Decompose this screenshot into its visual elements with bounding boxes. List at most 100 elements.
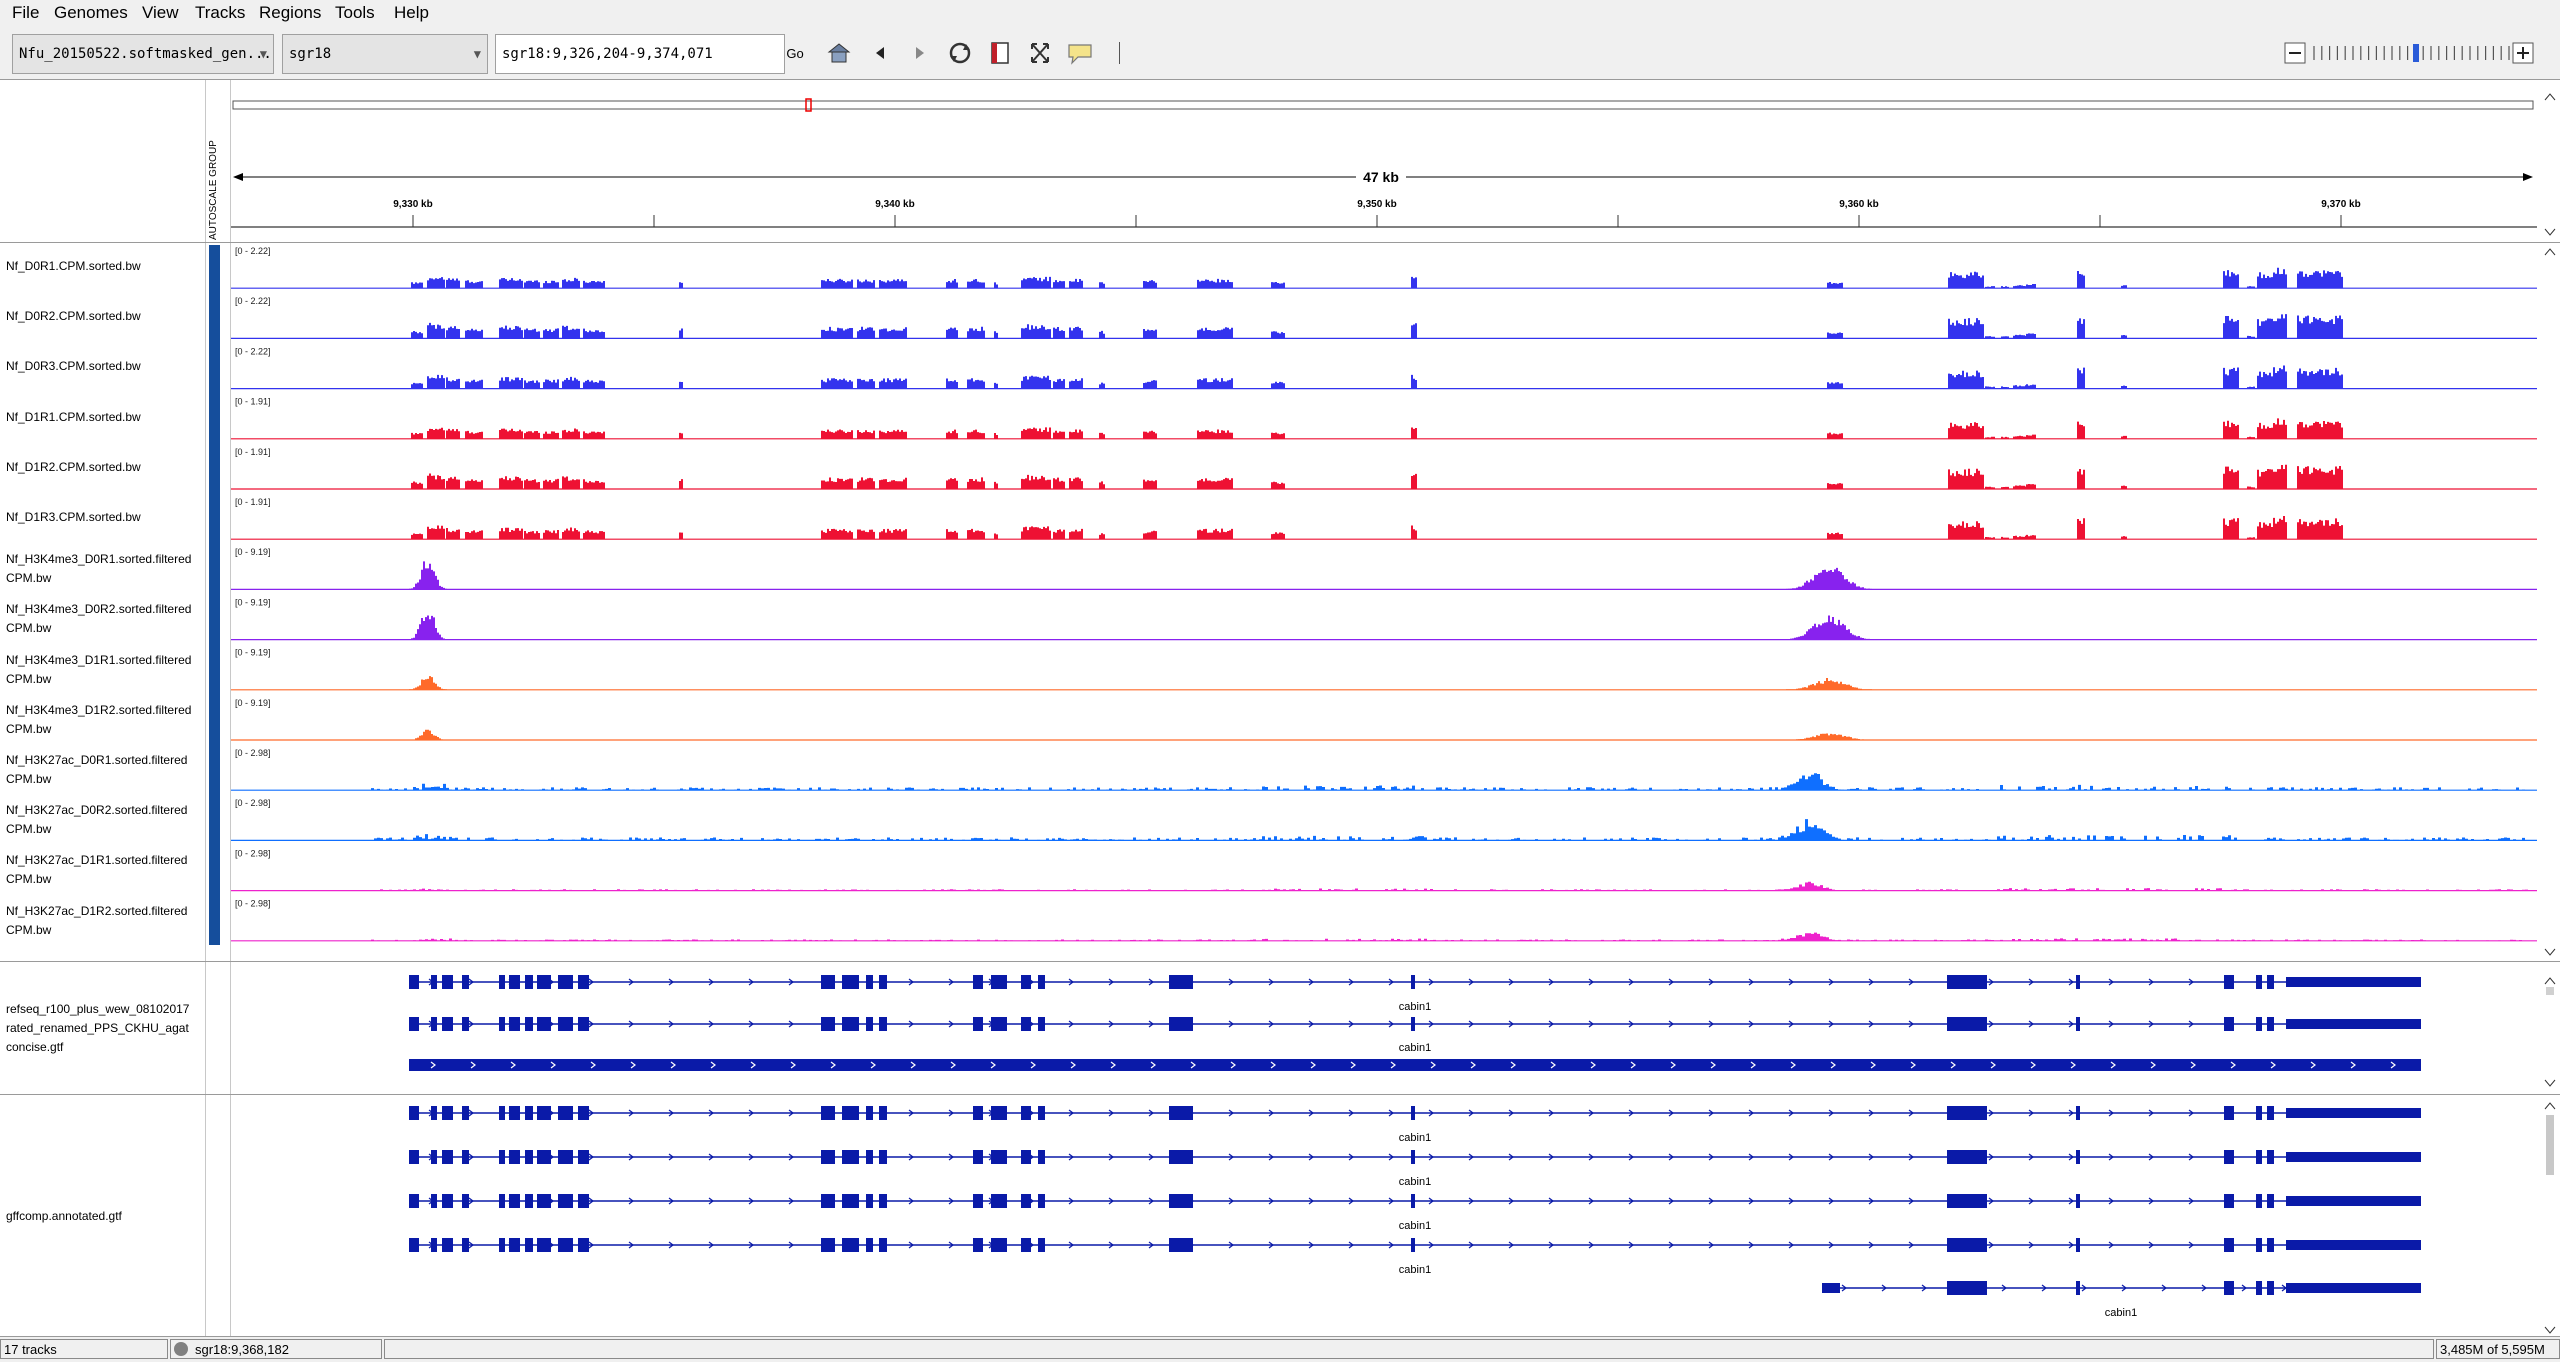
refseq-track-name[interactable]: refseq_r100_plus_wew_08102017 rated_rena…: [6, 1002, 190, 1054]
resize-to-window-icon[interactable]: [1028, 40, 1052, 66]
zoom-in-icon[interactable]: [2512, 42, 2534, 64]
track-range-label: [0 - 2.98]: [235, 899, 271, 909]
menu-help[interactable]: Help: [394, 3, 429, 22]
data-scrollbar[interactable]: [2540, 243, 2560, 961]
strand-arrow: [2030, 1061, 2036, 1069]
feature-exon: [525, 1017, 533, 1031]
go-button[interactable]: Go: [786, 46, 804, 61]
header-scrollbar[interactable]: [2540, 80, 2560, 242]
zoom-out-icon[interactable]: [2284, 42, 2306, 64]
popup-info-icon[interactable]: [1066, 40, 1094, 66]
menu-tracks[interactable]: Tracks: [195, 3, 246, 22]
data-tracks-svg[interactable]: [0 - 2.22] [0 - 2.22] [0 - 2.22] [0 - 1.91]…: [231, 243, 2537, 961]
strand-arrow: [1868, 1020, 1874, 1028]
genome-dropdown[interactable]: Nfu_20150522.softmasked_gen... ▼: [12, 34, 274, 74]
track-name[interactable]: Nf_D0R2.CPM.sorted.bw: [6, 309, 141, 324]
gffcomp-track-name[interactable]: gffcomp.annotated.gtf: [6, 1209, 122, 1223]
zoom-slider[interactable]: [2310, 42, 2518, 64]
back-arrow-icon[interactable]: [870, 40, 890, 66]
chromosome-dropdown[interactable]: sgr18 ▼: [282, 34, 488, 74]
strand-arrow: [2148, 978, 2154, 986]
track-name[interactable]: Nf_H3K27ac_D0R1.sorted.filtered CPM.bw: [6, 753, 188, 786]
gffcomp-track-svg[interactable]: cabin1 cabin1 cabin1 cabin1 cabin1: [231, 1095, 2537, 1337]
strand-arrow: [2148, 1241, 2154, 1249]
feature-exon: [1411, 1238, 1415, 1252]
data-tracks-area[interactable]: [0 - 2.22] [0 - 2.22] [0 - 2.22] [0 - 1.91]…: [230, 243, 2537, 961]
refseq-scrollbar[interactable]: [2540, 962, 2560, 1094]
feature-exon: [1169, 1106, 1193, 1120]
chevron-down-icon: ▼: [259, 47, 267, 61]
refseq-track-area[interactable]: cabin1 cabin1: [230, 962, 2537, 1094]
ruler-svg[interactable]: 47 kb 9,330 kb 9,340 kb 9,350 kb 9,360 kb 9,3…: [231, 80, 2537, 242]
strand-arrow: [668, 978, 674, 986]
home-icon[interactable]: [826, 40, 852, 66]
strand-arrow: [1788, 978, 1794, 986]
track-name[interactable]: Nf_D0R1.CPM.sorted.bw: [6, 259, 141, 273]
strand-arrow: [1708, 1241, 1714, 1249]
strand-arrow: [1308, 1153, 1314, 1161]
span-label-bg: [1356, 168, 1406, 186]
feature-exon: [442, 1238, 453, 1252]
strand-arrow: [2188, 1109, 2194, 1117]
strand-arrow: [2188, 1197, 2194, 1205]
track-name[interactable]: Nf_D0R3.CPM.sorted.bw: [6, 359, 141, 374]
strand-arrow: [1150, 1061, 1156, 1069]
feature-exon: [1021, 1106, 1031, 1120]
locus-search-input[interactable]: sgr18:9,326,204-9,374,071: [495, 34, 785, 74]
strand-arrow: [948, 1020, 954, 1028]
strand-arrow: [2188, 1020, 2194, 1028]
refseq-track-svg[interactable]: cabin1 cabin1: [231, 962, 2537, 1094]
strand-arrow: [748, 1241, 754, 1249]
strand-arrow: [628, 1020, 634, 1028]
feature-exon: [2286, 1019, 2421, 1029]
feature-exon: [509, 1238, 520, 1252]
menu-genomes[interactable]: Genomes: [54, 3, 128, 22]
menu-regions[interactable]: Regions: [259, 3, 322, 22]
strand-arrow: [1988, 1020, 1994, 1028]
menu-view[interactable]: View: [142, 3, 179, 22]
strand-arrow: [2108, 1153, 2114, 1161]
feature-exon: [499, 1106, 505, 1120]
strand-arrow: [1828, 1197, 1834, 1205]
feature-exon: [509, 1194, 520, 1208]
track-name[interactable]: Nf_H3K27ac_D0R2.sorted.filtered CPM.bw: [6, 803, 188, 837]
feature-exon: [578, 975, 589, 989]
gffcomp-scrollbar[interactable]: [2540, 1095, 2560, 1337]
track-name[interactable]: Nf_H3K27ac_D1R2.sorted.filtered CPM.bw: [6, 903, 188, 937]
strand-arrow: [748, 978, 754, 986]
strand-arrow: [668, 1109, 674, 1117]
feature-label: cabin1: [1399, 1176, 1431, 1188]
strand-arrow: [750, 1061, 756, 1069]
refresh-icon[interactable]: [946, 40, 974, 66]
roi-icon[interactable]: [988, 40, 1012, 66]
coverage-signal: [409, 561, 1872, 590]
strand-arrow: [2148, 1197, 2154, 1205]
track-name[interactable]: Nf_H3K4me3_D1R1.sorted.filtered CPM.bw: [6, 652, 192, 686]
ruler-area[interactable]: 47 kb 9,330 kb 9,340 kb 9,350 kb 9,360 kb 9,3…: [230, 80, 2537, 242]
strand-arrow: [1841, 1284, 1847, 1292]
strand-arrow: [590, 1061, 596, 1069]
strand-arrow: [1108, 1241, 1114, 1249]
strand-arrow: [1548, 1241, 1554, 1249]
track-name[interactable]: Nf_H3K4me3_D1R2.sorted.filtered CPM.bw: [6, 702, 192, 736]
strand-arrow: [2108, 978, 2114, 986]
track-name[interactable]: Nf_D1R2.CPM.sorted.bw: [6, 459, 141, 474]
track-name[interactable]: Nf_H3K4me3_D0R1.sorted.filtered CPM.bw: [6, 552, 192, 586]
feature-exon: [973, 1017, 983, 1031]
strand-arrow: [1988, 1153, 1994, 1161]
feature-label: cabin1: [1399, 1042, 1431, 1054]
menu-tools[interactable]: Tools: [335, 3, 375, 22]
track-name[interactable]: Nf_D1R3.CPM.sorted.bw: [6, 510, 141, 524]
forward-arrow-icon[interactable]: [910, 40, 930, 66]
track-name[interactable]: Nf_H3K27ac_D1R1.sorted.filtered CPM.bw: [6, 853, 188, 887]
track-range-label: [0 - 9.19]: [235, 648, 271, 658]
track-name[interactable]: Nf_D1R1.CPM.sorted.bw: [6, 409, 141, 424]
strand-arrow: [2028, 1109, 2034, 1117]
strand-arrow: [2241, 1284, 2247, 1292]
strand-arrow: [1788, 1020, 1794, 1028]
gffcomp-track-area[interactable]: cabin1 cabin1 cabin1 cabin1 cabin1: [230, 1095, 2537, 1337]
menu-file[interactable]: File: [12, 3, 40, 22]
strand-arrow: [1950, 1061, 1956, 1069]
track-name[interactable]: Nf_H3K4me3_D0R2.sorted.filtered CPM.bw: [6, 602, 192, 636]
feature-exon: [525, 975, 533, 989]
